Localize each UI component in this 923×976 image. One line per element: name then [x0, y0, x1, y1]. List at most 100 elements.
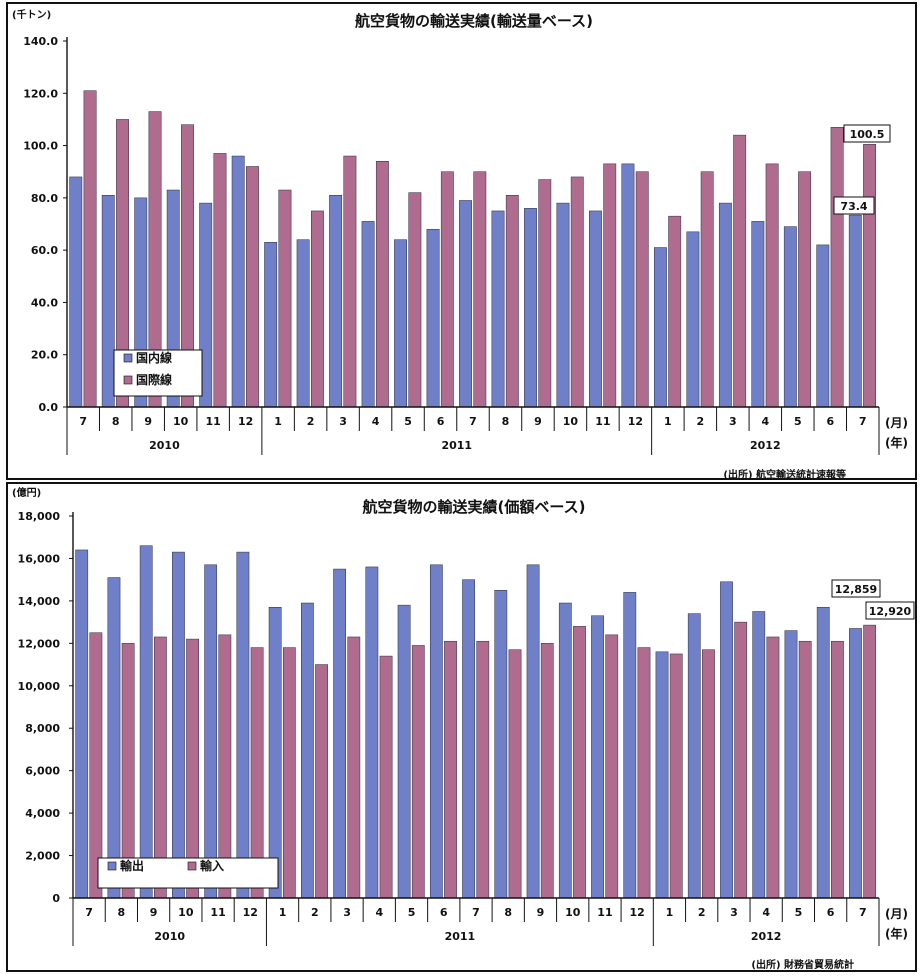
bar-series1 [849, 628, 862, 899]
x-tick-label: 9 [534, 415, 542, 428]
chart-panel-value: 航空貨物の輸送実績(価額ベース) (億円) 0 2,000 4,000 6,000 8,00… [6, 482, 917, 972]
y-tick-label: 6,000 [25, 765, 60, 778]
x-tick-label: 8 [118, 906, 126, 919]
x-tick-label: 6 [826, 415, 834, 428]
bar-series2 [765, 163, 779, 408]
value-callout-box [843, 124, 891, 143]
bar-series2 [476, 640, 490, 899]
legend-label: 輸出 [120, 858, 144, 873]
x-tick-label: 5 [408, 906, 416, 919]
y-tick-label: 40.0 [31, 296, 58, 309]
bar-series1 [752, 611, 766, 899]
bar-series2 [798, 640, 812, 899]
bar-series2 [863, 624, 877, 899]
bar-series1 [101, 194, 115, 408]
x-tick-label: 4 [372, 415, 380, 428]
bar-series1 [623, 592, 637, 899]
x-tick-label: 7 [859, 906, 867, 919]
bar-series2 [473, 171, 487, 408]
x-tick-label: 4 [761, 415, 769, 428]
bar-series2 [831, 640, 844, 899]
y-tick-label: 60.0 [31, 244, 58, 257]
bar-series1 [655, 651, 669, 899]
legend-swatch [187, 861, 197, 871]
x-tick-label: 9 [537, 906, 545, 919]
bar-series1 [397, 604, 411, 899]
value-chart: 航空貨物の輸送実績(価額ベース) (億円) 0 2,000 4,000 6,000 8,00… [12, 486, 915, 970]
bar-series2 [863, 144, 877, 408]
bar-series2 [411, 645, 425, 899]
x-tick-label: 6 [827, 906, 835, 919]
bar-series2 [375, 161, 389, 408]
bar-series1 [69, 176, 83, 408]
value-callout-box [833, 196, 875, 215]
x-tick-label: 8 [504, 906, 512, 919]
x-tick-label: 4 [375, 906, 383, 919]
bar-series1 [491, 210, 505, 408]
bar-series2 [538, 179, 552, 408]
y-tick-label: 8,000 [25, 722, 60, 735]
bar-series2 [603, 163, 617, 408]
x-tick-label: 10 [563, 415, 579, 428]
bar-series2 [668, 215, 682, 408]
x-tick-label: 7 [85, 906, 93, 919]
bar-series2 [282, 647, 296, 899]
x-tick-label: 10 [173, 415, 189, 428]
y-tick-label: 2,000 [25, 850, 60, 863]
bar-series1 [204, 564, 218, 899]
y-tick-label: 10,000 [18, 680, 61, 693]
x-tick-label: 12 [243, 906, 258, 919]
bar-series1 [783, 226, 797, 408]
bar-series2 [635, 171, 649, 408]
x-tick-label: 1 [664, 415, 672, 428]
legend-label: 国内線 [136, 350, 172, 365]
x-tick-label: 1 [666, 906, 674, 919]
year-label: 2012 [750, 439, 781, 452]
bar-series2 [798, 171, 812, 408]
year-unit-label: (年) [885, 435, 908, 450]
bar-series2 [508, 649, 522, 899]
bar-series2 [278, 189, 292, 408]
value-callout-box [831, 579, 881, 598]
x-tick-label: 6 [440, 906, 448, 919]
x-tick-label: 12 [630, 906, 645, 919]
bar-series2 [213, 153, 227, 408]
bar-series1 [556, 202, 570, 408]
bar-series1 [524, 208, 537, 408]
y-tick-label: 20.0 [31, 349, 58, 362]
bar-series1 [301, 602, 314, 899]
volume-chart: 航空貨物の輸送実績(輸送量ベース) (千トン) 0.0 20.0 40.0 60.0 80.… [12, 8, 908, 478]
legend-swatch [123, 353, 133, 363]
x-tick-label: 6 [437, 415, 445, 428]
y-tick-label: 80.0 [31, 192, 58, 205]
bar-series1 [296, 239, 310, 408]
bar-series2 [347, 636, 361, 899]
year-label: 2010 [154, 930, 185, 943]
legend-swatch [123, 375, 133, 385]
x-tick-label: 2 [307, 415, 315, 428]
bar-series1 [718, 202, 732, 408]
bar-series1 [526, 564, 540, 899]
value-callout-label: 12,859 [835, 583, 877, 596]
bar-series1 [462, 579, 475, 899]
x-tick-label: 1 [279, 906, 287, 919]
month-unit-label: (月) [885, 416, 908, 430]
legend-label: 国際線 [136, 372, 172, 387]
x-tick-label: 2 [311, 906, 319, 919]
x-tick-label: 2 [698, 906, 706, 919]
x-tick-label: 10 [178, 906, 194, 919]
bar-series2 [733, 134, 747, 408]
bar-series2 [310, 210, 324, 408]
bar-series1 [426, 228, 440, 408]
x-tick-label: 7 [859, 415, 867, 428]
y-tick-label: 140.0 [23, 35, 58, 48]
y-tick-label: 4,000 [25, 807, 60, 820]
chart-panel-volume: 航空貨物の輸送実績(輸送量ベース) (千トン) 0.0 20.0 40.0 60.0 80.… [6, 2, 917, 480]
x-tick-label: 7 [469, 415, 477, 428]
x-tick-label: 7 [79, 415, 87, 428]
x-tick-label: 9 [144, 415, 152, 428]
y-tick-label: 14,000 [18, 595, 61, 608]
bar-series1 [236, 551, 250, 899]
bar-series2 [573, 626, 586, 899]
year-label: 2011 [445, 930, 476, 943]
